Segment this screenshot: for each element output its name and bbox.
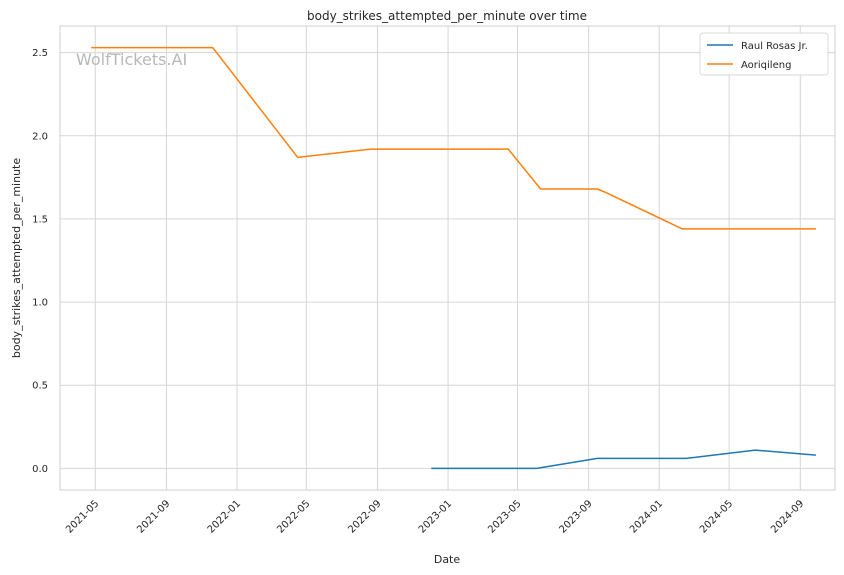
x-tick-label: 2021-05 xyxy=(64,498,101,535)
x-tick-label: 2023-05 xyxy=(486,498,523,535)
x-tick-label: 2022-05 xyxy=(275,498,312,535)
legend-label-raul-rosas-jr: Raul Rosas Jr. xyxy=(741,41,808,52)
y-tick-label: 2.5 xyxy=(32,48,48,59)
chart-title: body_strikes_attempted_per_minute over t… xyxy=(307,9,587,23)
x-tick-label: 2024-09 xyxy=(769,498,806,535)
y-axis-ticks: 0.0 0.5 1.0 1.5 2.0 2.5 xyxy=(32,48,48,475)
x-tick-label: 2021-09 xyxy=(135,498,172,535)
y-tick-label: 2.0 xyxy=(32,131,48,142)
legend: Raul Rosas Jr. Aoriqileng xyxy=(699,32,829,76)
x-axis-ticks: 2021-05 2021-09 2022-01 2022-05 2022-09 2023-… xyxy=(64,498,806,535)
y-tick-label: 0.0 xyxy=(32,464,48,475)
x-tick-label: 2024-05 xyxy=(698,498,735,535)
grid xyxy=(60,26,835,490)
plot-frame xyxy=(59,25,836,491)
series-line-aoriqileng xyxy=(91,46,816,230)
x-tick-label: 2022-09 xyxy=(346,498,383,535)
watermark: WolfTickets.AI xyxy=(76,50,187,69)
x-tick-label: 2023-09 xyxy=(557,498,594,535)
y-tick-label: 1.0 xyxy=(32,298,48,309)
series-line-raul-rosas-jr xyxy=(431,449,816,470)
x-tick-label: 2024-01 xyxy=(628,498,665,535)
x-tick-label: 2023-01 xyxy=(417,498,454,535)
series-lines xyxy=(91,46,816,470)
legend-label-aoriqileng: Aoriqileng xyxy=(741,60,791,71)
y-tick-label: 1.5 xyxy=(32,214,48,225)
x-axis-label: Date xyxy=(434,553,461,566)
x-tick-label: 2022-01 xyxy=(206,498,243,535)
y-tick-label: 0.5 xyxy=(32,381,48,392)
y-axis-label: body_strikes_attempted_per_minute xyxy=(10,158,23,358)
